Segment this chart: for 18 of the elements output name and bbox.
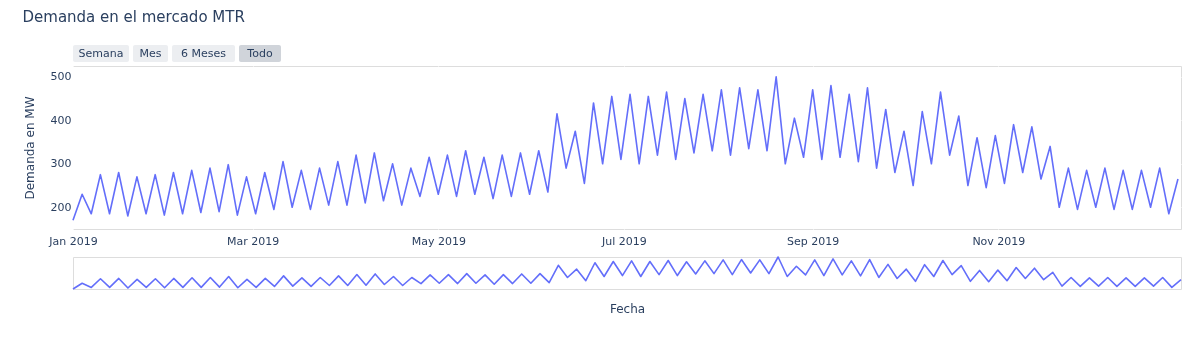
y-tick-label: 500: [50, 70, 72, 84]
x-tick-label: Jul 2019: [601, 234, 647, 248]
x-tick-label: Jan 2019: [48, 234, 98, 248]
text: Todo: [246, 47, 273, 60]
x-axis-title: Fecha: [609, 301, 646, 316]
x-tick-label: Nov 2019: [972, 234, 1026, 248]
x-tick-label: May 2019: [411, 234, 466, 248]
text: 6 Meses: [181, 47, 227, 60]
chart-title: Demanda en el mercado MTR: [22, 8, 245, 26]
y-tick-label: 200: [50, 200, 72, 214]
y-tick-label: 400: [50, 113, 72, 127]
x-tick-label: Sep 2019: [787, 234, 840, 248]
x-tick-label: Mar 2019: [226, 234, 280, 248]
line-series: [72, 76, 1179, 222]
text: Mes: [139, 47, 162, 60]
y-tick-label: 300: [50, 157, 72, 171]
text: Semana: [78, 47, 124, 60]
y-axis-title: Demanda en MW: [22, 96, 37, 200]
